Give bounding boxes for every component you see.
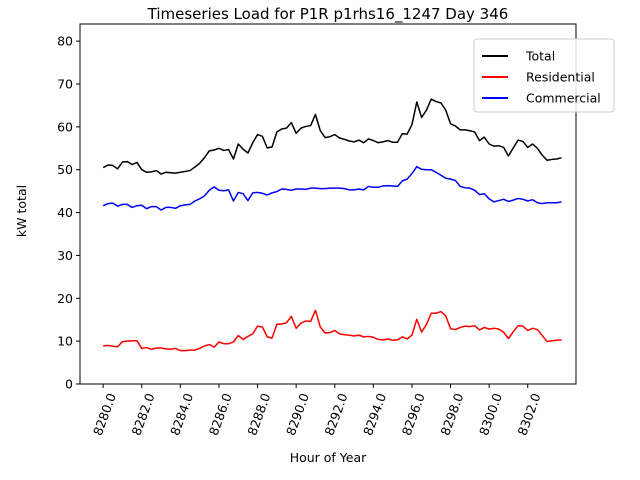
y-axis: 0 10 20 30 40 50 60 70 80	[57, 34, 80, 392]
x-tick-label: 8292.0	[322, 391, 351, 437]
x-axis-label: Hour of Year	[290, 450, 367, 465]
legend-label-commercial: Commercial	[526, 91, 601, 106]
x-tick-label: 8302.0	[515, 391, 544, 437]
y-tick-label: 80	[57, 34, 73, 49]
legend-box	[473, 38, 615, 113]
series-layer	[102, 98, 562, 352]
y-axis-label: kW total	[14, 185, 29, 237]
x-tick-label: 8296.0	[399, 391, 428, 437]
y-tick-label: 40	[57, 205, 73, 220]
x-tick-label: 8290.0	[283, 391, 312, 437]
y-tick-label: 70	[57, 77, 73, 92]
x-tick-label: 8282.0	[129, 391, 158, 437]
plot-frame	[79, 23, 577, 385]
y-tick-label: 0	[65, 377, 73, 392]
y-tick-label: 50	[57, 162, 73, 177]
x-tick-label: 8284.0	[167, 391, 196, 437]
y-tick-label: 60	[57, 119, 73, 134]
y-tick-label: 10	[57, 334, 73, 349]
chart-title: Timeseries Load for P1R p1rhs16_1247 Day…	[147, 5, 509, 24]
x-tick-label: 8286.0	[206, 391, 235, 437]
x-axis: 8280.0 8282.0 8284.0 8286.0 8288.0 8290.0 8292…	[90, 384, 544, 437]
x-tick-label: 8280.0	[90, 391, 119, 437]
series-line-total	[102, 98, 562, 175]
series-line-commercial	[102, 165, 562, 211]
legend-label-total: Total	[525, 49, 555, 64]
x-tick-label: 8288.0	[244, 391, 273, 437]
x-tick-label: 8300.0	[476, 391, 505, 437]
series-line-residential	[103, 309, 562, 352]
legend: Total Residential Commercial	[473, 38, 615, 113]
legend-label-residential: Residential	[526, 70, 595, 85]
y-tick-label: 20	[57, 291, 73, 306]
x-tick-label: 8298.0	[437, 391, 466, 437]
x-tick-label: 8294.0	[360, 391, 389, 437]
y-tick-label: 30	[57, 248, 73, 263]
